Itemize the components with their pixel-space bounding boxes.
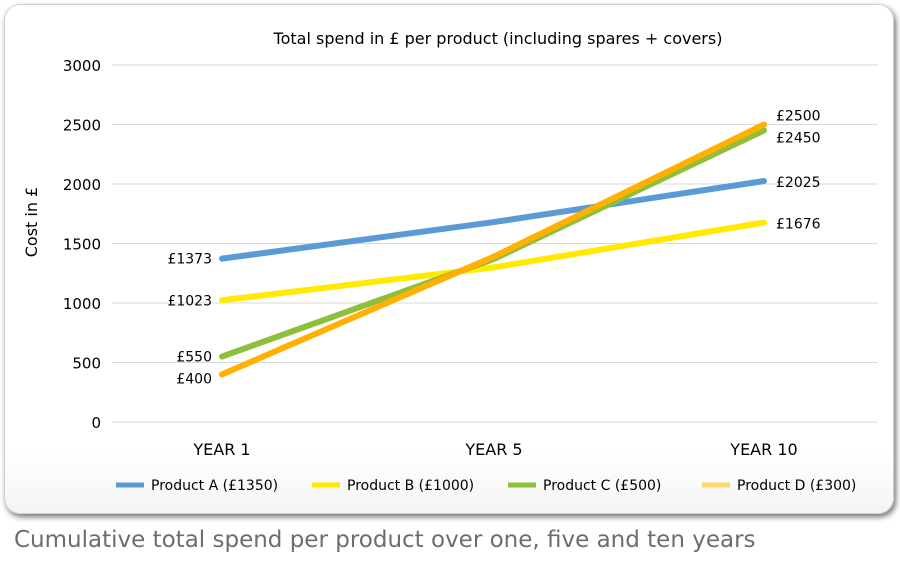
y-tick-label: 3000 xyxy=(63,57,101,75)
figure-caption: Cumulative total spend per product over … xyxy=(14,527,756,553)
series-line xyxy=(219,219,767,304)
y-tick-label: 500 xyxy=(72,355,101,373)
data-label: £2450 xyxy=(776,130,821,146)
y-tick-label: 1000 xyxy=(63,295,101,313)
data-label: £2025 xyxy=(776,175,821,191)
legend-label: Product C (£500) xyxy=(543,478,661,494)
x-tick-label: YEAR 1 xyxy=(192,440,250,459)
data-labels: £1373 £2025 £1023 £1676 £550 £2450 £400 £2500 xyxy=(167,109,820,388)
x-tick-labels: YEAR 1 YEAR 5 YEAR 10 xyxy=(192,440,797,459)
legend-label: Product A (£1350) xyxy=(151,478,278,494)
y-tick-labels: 0 500 1000 1500 2000 2500 3000 xyxy=(63,57,101,432)
line-chart: Total spend in £ per product (including … xyxy=(22,29,878,494)
series-lines xyxy=(219,121,767,378)
chart-title: Total spend in £ per product (including … xyxy=(273,29,723,48)
y-axis-label: Cost in £ xyxy=(22,187,41,258)
data-label: £1676 xyxy=(776,217,821,233)
gridlines xyxy=(112,64,878,423)
chart-frame xyxy=(4,4,894,514)
legend: Product A (£1350) Product B (£1000) Produc… xyxy=(116,478,856,494)
legend-label: Product D (£300) xyxy=(737,478,856,494)
data-label: £550 xyxy=(176,350,212,366)
series-line xyxy=(219,178,767,262)
data-label: £2500 xyxy=(776,109,821,125)
data-label: £1373 xyxy=(167,252,212,268)
data-label: £1023 xyxy=(167,293,212,309)
y-tick-label: 1500 xyxy=(63,236,101,254)
legend-label: Product B (£1000) xyxy=(347,478,474,494)
y-tick-label: 2500 xyxy=(63,117,101,135)
y-tick-label: 0 xyxy=(91,414,101,432)
x-tick-label: YEAR 10 xyxy=(729,440,797,459)
y-tick-label: 2000 xyxy=(63,176,101,194)
series-line xyxy=(219,121,767,378)
x-tick-label: YEAR 5 xyxy=(464,440,522,459)
data-label: £400 xyxy=(176,371,212,387)
